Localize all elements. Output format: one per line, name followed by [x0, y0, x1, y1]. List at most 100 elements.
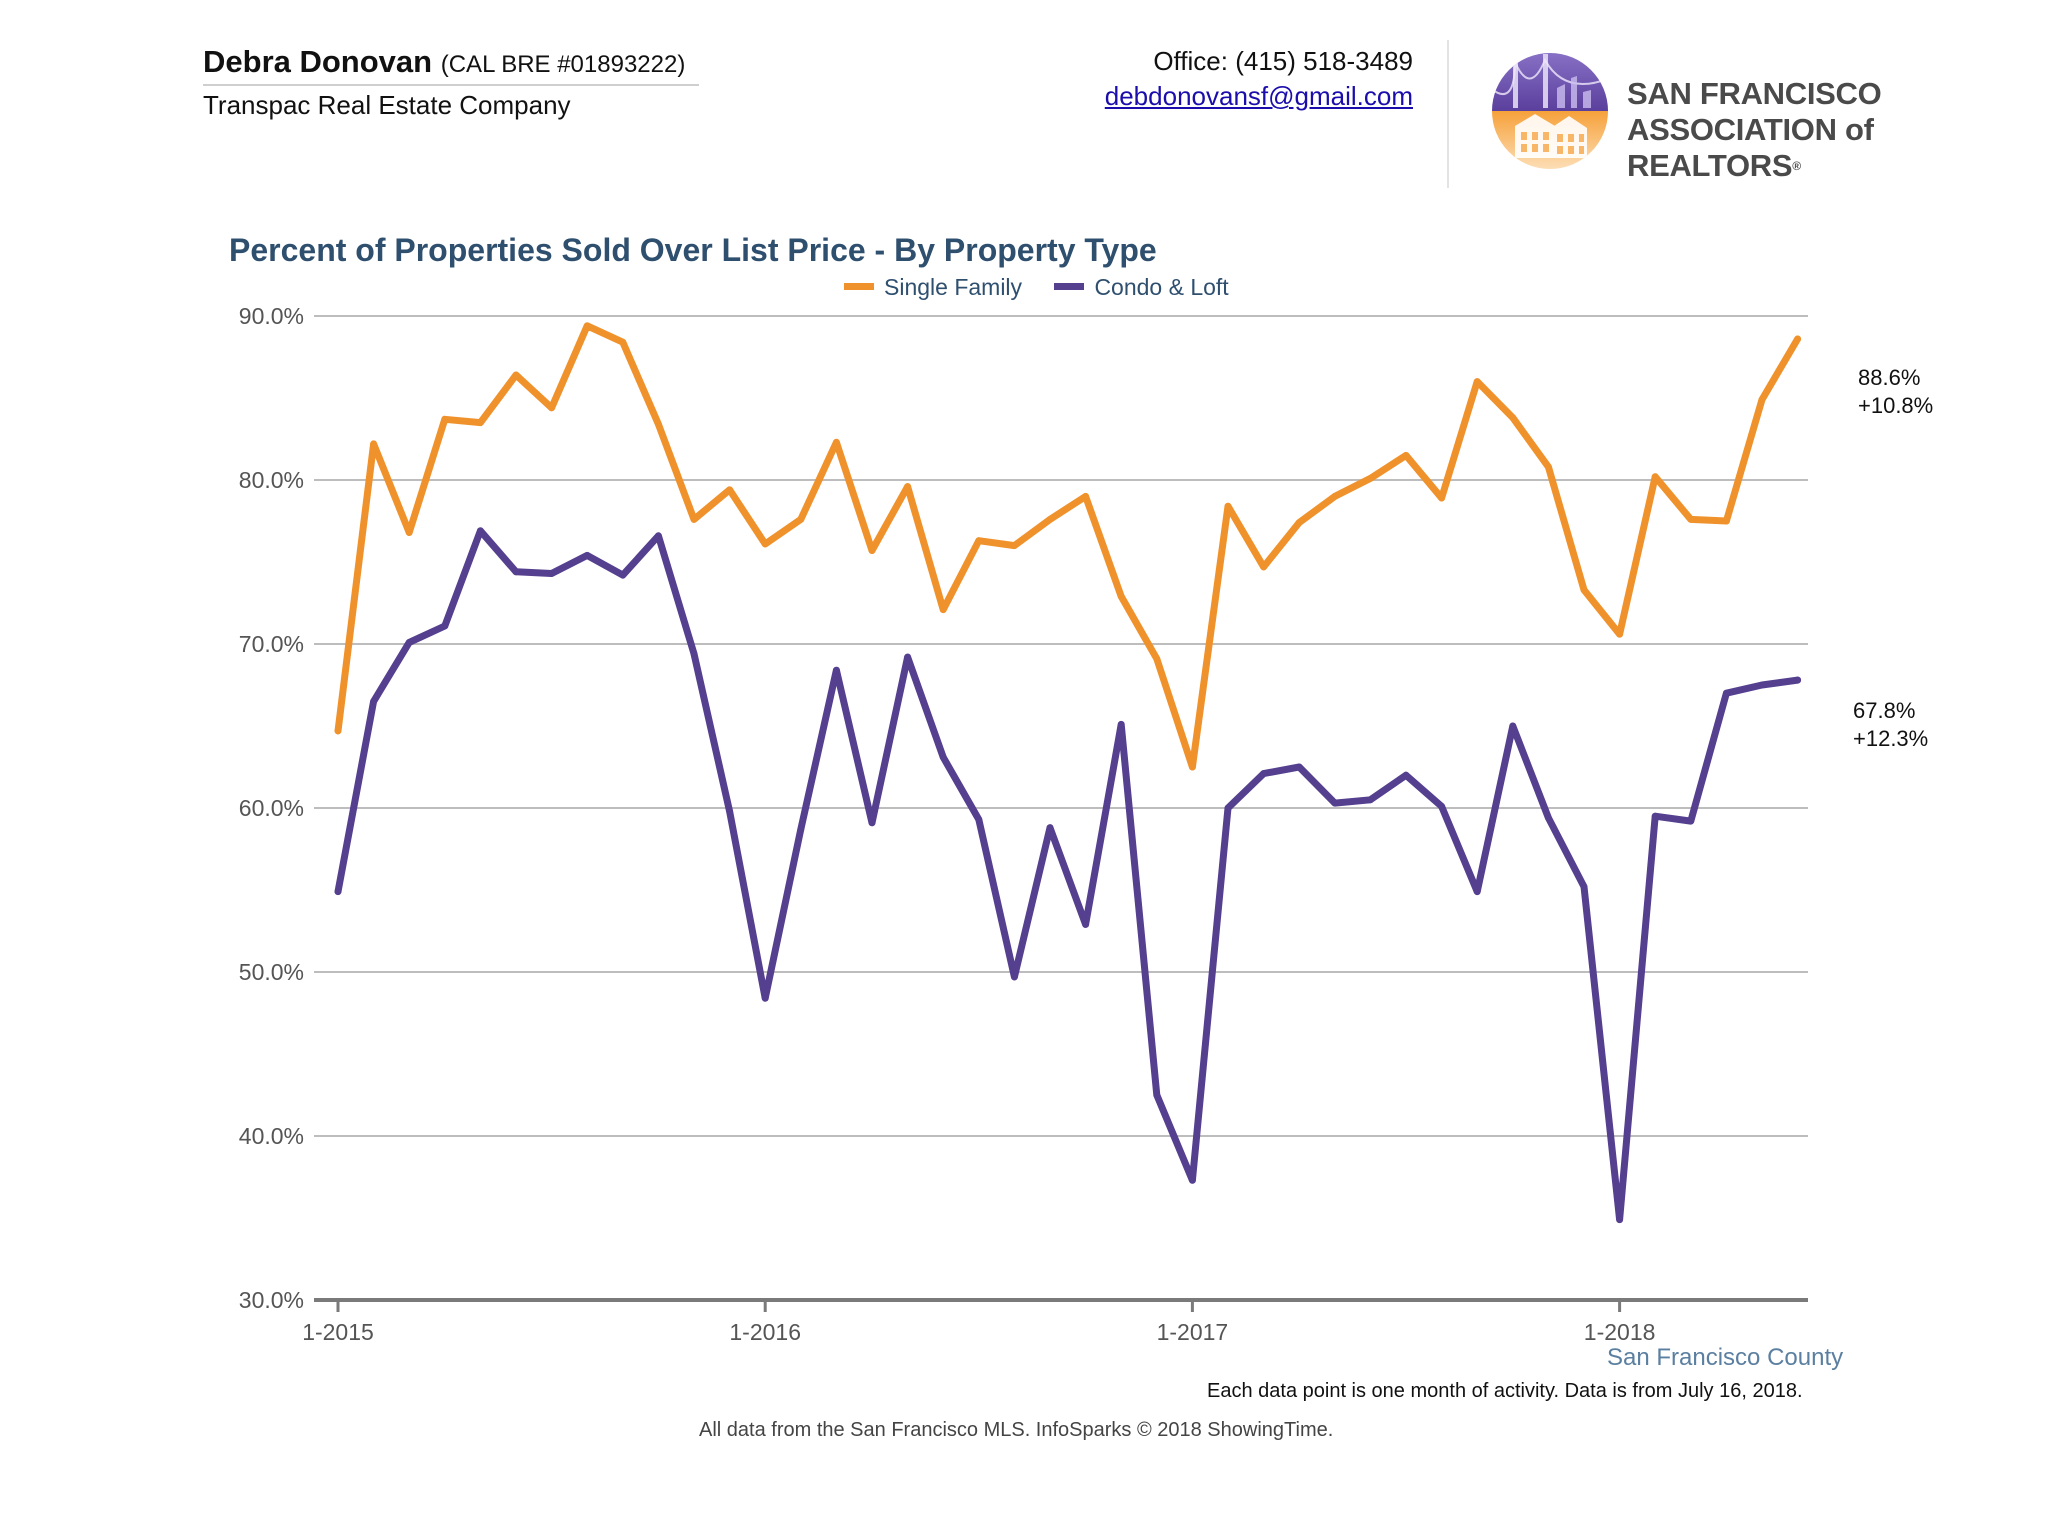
- data-point-single-family: [1402, 452, 1410, 459]
- data-point-condo-loft: [1082, 921, 1089, 928]
- x-tick-label: 1-2018: [1584, 1319, 1656, 1345]
- data-point-condo-loft: [1580, 883, 1588, 891]
- data-point-condo-loft: [477, 527, 484, 535]
- data-point-single-family: [1473, 378, 1481, 385]
- legend-item-condo-loft: Condo & Loft: [1054, 274, 1229, 301]
- data-point-condo-loft: [726, 807, 733, 815]
- y-tick-label: 60.0%: [239, 795, 304, 821]
- data-point-single-family: [975, 537, 983, 545]
- legend-label-single-family: Single Family: [884, 274, 1023, 300]
- data-point-condo-loft: [1687, 817, 1695, 825]
- data-point-condo-loft: [512, 568, 520, 576]
- data-point-single-family: [477, 419, 484, 426]
- data-point-condo-loft: [761, 994, 769, 1002]
- legend-label-condo-loft: Condo & Loft: [1094, 274, 1229, 300]
- data-point-condo-loft: [904, 653, 911, 661]
- logo-registered-mark: ®: [1792, 159, 1801, 173]
- end-value-single-family: 88.6%: [1858, 365, 1921, 390]
- data-point-single-family: [1758, 396, 1766, 404]
- data-point-single-family: [761, 540, 769, 548]
- data-point-condo-loft: [1651, 812, 1659, 820]
- data-point-condo-loft: [405, 638, 413, 646]
- series-line-condo-loft: [334, 527, 1802, 1224]
- data-point-condo-loft: [1545, 814, 1552, 822]
- data-point-condo-loft: [619, 571, 627, 579]
- data-point-condo-loft: [1367, 796, 1374, 804]
- agent-name: Debra Donovan (CAL BRE #01893222): [203, 44, 685, 80]
- data-point-single-family: [1331, 493, 1339, 500]
- email-link[interactable]: debdonovansf@gmail.com: [1104, 81, 1413, 111]
- data-point-single-family: [1509, 414, 1517, 422]
- data-point-single-family: [904, 483, 911, 490]
- data-point-single-family: [726, 486, 733, 494]
- data-point-condo-loft: [1295, 763, 1303, 771]
- data-point-single-family: [1367, 474, 1374, 482]
- data-point-condo-loft: [975, 816, 983, 823]
- data-point-condo-loft: [1153, 1091, 1161, 1099]
- data-point-single-family: [833, 438, 840, 446]
- data-point-single-family: [619, 338, 627, 346]
- logo-line-1: SAN FRANCISCO: [1627, 76, 1882, 111]
- data-point-single-family: [1545, 463, 1552, 471]
- data-point-single-family: [370, 440, 377, 448]
- data-point-single-family: [1651, 473, 1659, 481]
- data-point-condo-loft: [1189, 1176, 1196, 1184]
- county-label: San Francisco County: [1607, 1344, 1844, 1371]
- data-point-single-family: [1082, 493, 1089, 500]
- data-point-condo-loft: [1758, 681, 1766, 689]
- end-value-condo-loft: 67.8%: [1853, 698, 1916, 723]
- data-point-single-family: [334, 727, 342, 735]
- data-point-single-family: [1117, 593, 1125, 600]
- data-point-condo-loft: [1046, 824, 1054, 832]
- x-tick-label: 1-2016: [729, 1319, 801, 1345]
- data-point-single-family: [939, 606, 947, 613]
- data-point-single-family: [1260, 563, 1267, 571]
- chart-title: Percent of Properties Sold Over List Pri…: [229, 232, 1157, 268]
- x-tick-label: 1-2017: [1157, 1319, 1229, 1345]
- data-point-condo-loft: [1438, 802, 1445, 810]
- y-tick-label: 90.0%: [239, 303, 304, 329]
- data-point-single-family: [1224, 502, 1232, 510]
- data-point-single-family: [1580, 586, 1588, 594]
- end-label-single-family: 88.6% +10.8%: [1858, 364, 1933, 420]
- data-point-single-family: [868, 547, 876, 554]
- office-phone: Office: (415) 518-3489: [1153, 46, 1413, 76]
- data-point-condo-loft: [370, 698, 377, 705]
- data-point-condo-loft: [1473, 888, 1481, 896]
- data-point-condo-loft: [690, 650, 698, 658]
- data-point-condo-loft: [1509, 722, 1517, 730]
- x-tick-label: 1-2015: [302, 1319, 374, 1345]
- data-point-condo-loft: [441, 622, 449, 630]
- data-point-condo-loft: [1794, 676, 1801, 684]
- logo-line-2: ASSOCIATION of REALTORS®: [1627, 112, 2048, 184]
- data-point-condo-loft: [583, 552, 591, 559]
- data-point-condo-loft: [334, 888, 342, 896]
- data-point-single-family: [1189, 763, 1196, 771]
- data-point-single-family: [655, 420, 662, 428]
- y-tick-label: 80.0%: [239, 467, 304, 493]
- data-point-condo-loft: [655, 532, 662, 540]
- y-tick-label: 50.0%: [239, 959, 304, 985]
- data-point-single-family: [1295, 519, 1303, 527]
- data-point-condo-loft: [1011, 973, 1018, 981]
- data-point-condo-loft: [1723, 689, 1730, 697]
- data-point-single-family: [1153, 655, 1161, 663]
- end-change-single-family: +10.8%: [1858, 393, 1934, 418]
- data-note: Each data point is one month of activity…: [1207, 1380, 1803, 1402]
- header-divider: [203, 84, 699, 86]
- series-line-single-family: [334, 322, 1802, 771]
- data-point-single-family: [583, 322, 591, 330]
- data-point-condo-loft: [797, 825, 805, 833]
- end-label-condo-loft: 67.8% +12.3%: [1853, 697, 1928, 753]
- sfar-logo-icon: [1492, 53, 1608, 169]
- y-tick-label: 70.0%: [239, 631, 304, 657]
- data-point-single-family: [1794, 335, 1801, 343]
- data-point-condo-loft: [1117, 720, 1125, 728]
- legend-swatch-condo-loft: [1054, 283, 1085, 291]
- chart-legend: Single Family Condo & Loft: [844, 274, 1255, 301]
- data-point-single-family: [797, 515, 805, 523]
- legend-swatch-single-family: [844, 283, 874, 291]
- end-change-condo-loft: +12.3%: [1853, 726, 1929, 751]
- data-point-condo-loft: [833, 666, 840, 674]
